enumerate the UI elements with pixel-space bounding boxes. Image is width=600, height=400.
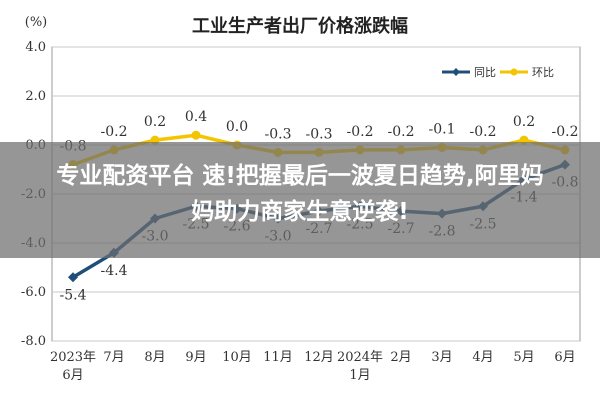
y-tick-label: 2.0 (25, 89, 46, 104)
data-point-mom (191, 130, 201, 140)
data-label-mom: 0.2 (144, 114, 166, 130)
y-tick-label: 4.0 (25, 40, 46, 55)
x-tick-label: 6月 (554, 350, 575, 365)
data-label-mom: 0.0 (226, 119, 248, 135)
data-label-yoy: -4.4 (101, 263, 128, 279)
data-label-mom: 0.4 (185, 109, 207, 125)
data-label-mom: -0.3 (306, 126, 333, 142)
data-label-mom: -0.2 (347, 124, 374, 140)
legend-label: 同比 (474, 66, 496, 79)
banner-text[interactable]: 专业配资平台 速!把握最后一波夏日趋势,阿里妈 妈助力商家生意逆袭! (0, 158, 600, 230)
x-tick-label: 2月 (390, 350, 411, 365)
data-label-mom: 0.2 (513, 114, 535, 130)
legend: 同比 环比 (442, 66, 554, 79)
x-tick-label: 4月 (472, 350, 493, 365)
legend-marker (452, 68, 460, 76)
data-label-yoy: -5.4 (60, 287, 87, 303)
data-label-mom: -0.2 (552, 124, 579, 140)
x-tick-label: 12月 (304, 350, 334, 365)
x-tick-label: 5月 (513, 350, 534, 365)
legend-marker (510, 68, 518, 76)
y-tick-label: -6.0 (21, 285, 46, 300)
x-tick-label: 3月 (431, 350, 452, 365)
x-axis: 2023年 6月 7月 8月 9月 10月 11月 12月 2024年 1月 2月 3月 4月 5月 6月 (50, 350, 576, 383)
data-label-mom: -0.2 (470, 124, 497, 140)
legend-label: 环比 (532, 66, 554, 79)
x-tick-label: 11月 (263, 350, 293, 365)
y-axis-unit: (%) (25, 15, 48, 30)
data-label-mom: -0.3 (265, 126, 292, 142)
banner-line-1: 专业配资平台 速!把握最后一波夏日趋势,阿里妈 (56, 163, 544, 189)
data-label-mom: -0.2 (101, 124, 128, 140)
overlay-banner[interactable] (0, 142, 600, 258)
y-tick-label: -8.0 (21, 334, 46, 349)
x-tick-label: 2023年 6月 (50, 350, 96, 383)
data-label-mom: -0.2 (388, 124, 415, 140)
data-label-mom: -0.1 (429, 121, 456, 137)
x-tick-label: 7月 (103, 350, 124, 365)
chart-title: 工业生产者出厂价格涨跌幅 (192, 15, 408, 37)
x-tick-label: 2024年 1月 (337, 350, 383, 383)
data-point-yoy (68, 272, 78, 283)
x-tick-label: 8月 (144, 350, 165, 365)
x-tick-label: 10月 (222, 350, 252, 365)
x-tick-label: 9月 (185, 350, 206, 365)
banner-line-2: 妈助力商家生意逆袭! (191, 199, 409, 225)
